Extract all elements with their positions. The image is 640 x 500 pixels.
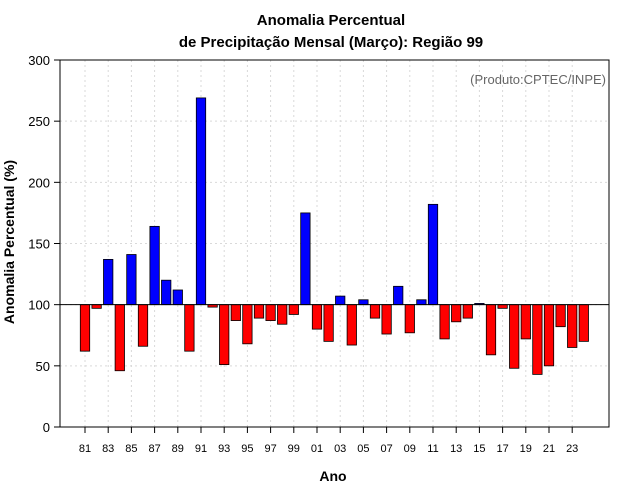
bar-14 bbox=[462, 304, 473, 319]
y-tick-label: 100 bbox=[28, 298, 50, 313]
bar-00 bbox=[300, 212, 311, 306]
bar-99 bbox=[288, 304, 299, 315]
x-tick-label: 09 bbox=[404, 443, 416, 455]
y-tick-label: 150 bbox=[28, 237, 50, 252]
y-tick-label: 50 bbox=[36, 359, 50, 374]
bar-09 bbox=[404, 304, 415, 334]
x-tick-label: 87 bbox=[148, 443, 160, 455]
x-tick-label: 83 bbox=[102, 443, 114, 455]
bar-93 bbox=[219, 304, 230, 366]
chart-title-line2: de Precipitação Mensal (Março): Região 9… bbox=[179, 34, 483, 51]
x-tick-label: 13 bbox=[450, 443, 462, 455]
bar-94 bbox=[230, 304, 241, 321]
chart-title-line1: Anomalia Percentual bbox=[257, 12, 405, 29]
bar-83 bbox=[103, 258, 114, 306]
bar-13 bbox=[451, 304, 462, 323]
bar-89 bbox=[172, 289, 183, 306]
x-tick-label: 19 bbox=[520, 443, 532, 455]
x-tick-label: 81 bbox=[79, 443, 91, 455]
bar-86 bbox=[137, 304, 149, 347]
x-tick-label: 93 bbox=[218, 443, 230, 455]
bar-24 bbox=[578, 304, 589, 342]
x-tick-label: 05 bbox=[357, 443, 369, 455]
x-tick-label: 89 bbox=[172, 443, 184, 455]
bar-20 bbox=[532, 304, 543, 375]
bar-07 bbox=[381, 304, 392, 335]
bar-95 bbox=[242, 304, 253, 345]
bar-17 bbox=[497, 304, 508, 309]
bar-84 bbox=[114, 304, 125, 372]
x-tick-label: 23 bbox=[566, 443, 578, 455]
x-tick-label: 17 bbox=[496, 443, 508, 455]
x-tick-label: 15 bbox=[473, 443, 485, 455]
bar-10 bbox=[416, 299, 427, 306]
bar-12 bbox=[439, 304, 450, 340]
bar-88 bbox=[161, 279, 172, 306]
y-axis-label: Anomalia Percentual (%) bbox=[1, 160, 17, 324]
y-axis: 0 50 100 150 200 250 300 bbox=[28, 53, 60, 435]
bar-23 bbox=[567, 304, 578, 348]
bar-85 bbox=[126, 254, 137, 306]
bar-19 bbox=[520, 304, 531, 340]
grid-lines bbox=[60, 60, 609, 427]
bar-97 bbox=[265, 304, 276, 321]
bar-01 bbox=[311, 304, 323, 330]
x-tick-label: 11 bbox=[427, 443, 438, 455]
bar-96 bbox=[253, 304, 265, 319]
x-tick-label: 01 bbox=[311, 443, 323, 455]
x-tick-label: 97 bbox=[264, 443, 276, 455]
bar-04 bbox=[346, 304, 357, 346]
bar-91 bbox=[195, 97, 207, 306]
bar-11 bbox=[427, 203, 439, 306]
bars-group bbox=[79, 97, 589, 375]
bar-81 bbox=[79, 304, 91, 352]
bar-98 bbox=[277, 304, 288, 325]
y-tick-label: 300 bbox=[28, 53, 50, 68]
x-tick-label: 95 bbox=[241, 443, 253, 455]
x-tick-label: 91 bbox=[195, 443, 207, 455]
bar-08 bbox=[393, 285, 404, 306]
x-axis-label: Ano bbox=[319, 468, 346, 484]
bar-03 bbox=[335, 295, 346, 306]
bar-05 bbox=[358, 299, 369, 306]
y-tick-label: 0 bbox=[43, 420, 50, 435]
bar-90 bbox=[184, 304, 195, 352]
x-axis: 81 83 85 87 89 91 93 95 97 99 01 03 05 07 09 11 13 15 17 19… bbox=[79, 427, 578, 455]
bar-21 bbox=[543, 304, 555, 367]
credit-text: (Produto:CPTEC/INPE) bbox=[470, 72, 606, 87]
y-tick-label: 200 bbox=[28, 175, 50, 190]
x-tick-label: 85 bbox=[125, 443, 137, 455]
x-tick-label: 07 bbox=[380, 443, 392, 455]
y-tick-label: 250 bbox=[28, 114, 50, 129]
x-tick-label: 21 bbox=[543, 443, 555, 455]
bar-87 bbox=[149, 225, 160, 306]
bar-02 bbox=[323, 304, 334, 342]
x-tick-label: 03 bbox=[334, 443, 346, 455]
x-tick-label: 99 bbox=[288, 443, 300, 455]
bar-06 bbox=[369, 304, 381, 319]
bar-82 bbox=[91, 304, 102, 309]
bar-22 bbox=[555, 304, 566, 328]
bar-16 bbox=[485, 304, 497, 356]
bar-18 bbox=[509, 304, 520, 369]
